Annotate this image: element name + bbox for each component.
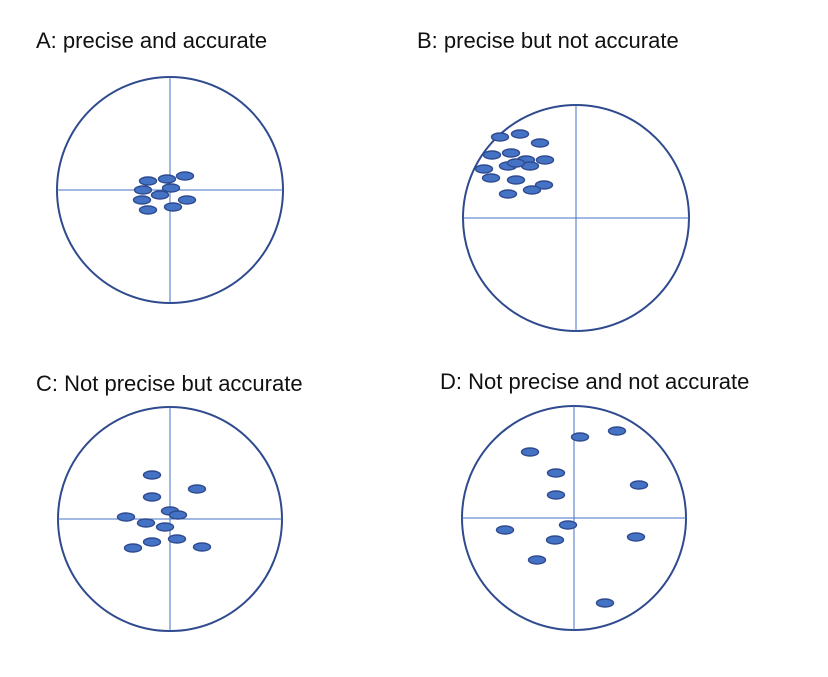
target-d-dot	[570, 432, 590, 442]
target-b-dot	[501, 148, 521, 158]
target-d-dot	[558, 520, 578, 530]
target-a-dot	[138, 176, 158, 186]
target-c-dot	[155, 522, 175, 532]
target-d-dot	[595, 598, 615, 608]
target-c-dot	[142, 470, 162, 480]
panel-b-title: B: precise but not accurate	[417, 28, 679, 53]
target-d-dot	[495, 525, 515, 535]
target-d-dot	[527, 555, 547, 565]
target-b-dot	[498, 189, 518, 199]
target-c-dot	[168, 510, 188, 520]
panel-a-title: A: precise and accurate	[36, 28, 268, 53]
target-b-dot	[510, 129, 530, 139]
target-d-dot	[545, 535, 565, 545]
target-a-dot	[133, 185, 153, 195]
target-d-dot	[626, 532, 646, 542]
target-b-dot	[530, 138, 550, 148]
target-a-dot	[161, 183, 181, 193]
target-d	[461, 405, 687, 631]
target-c-dot	[142, 537, 162, 547]
target-a-dot	[177, 195, 197, 205]
target-a	[56, 76, 284, 304]
target-d-dot	[546, 468, 566, 478]
target-b-dot	[535, 155, 555, 165]
target-d-dot	[607, 426, 627, 436]
panel-c-title: C: Not precise but accurate	[36, 371, 303, 396]
target-d-dot	[546, 490, 566, 500]
target-a-dot	[175, 171, 195, 181]
target-b	[462, 104, 690, 332]
target-c-dot	[116, 512, 136, 522]
target-b-dot	[474, 164, 494, 174]
target-c-dot	[187, 484, 207, 494]
target-a-dot	[132, 195, 152, 205]
target-d-dot	[629, 480, 649, 490]
target-b-dot	[522, 185, 542, 195]
target-a-dot	[157, 174, 177, 184]
target-d-dot	[520, 447, 540, 457]
target-c-dot	[167, 534, 187, 544]
target-c-dot	[142, 492, 162, 502]
target-b-dot	[534, 180, 554, 190]
panel-d-title: D: Not precise and not accurate	[440, 369, 750, 394]
target-a-dot	[138, 205, 158, 215]
target-c-dot	[192, 542, 212, 552]
target-c-dot	[123, 543, 143, 553]
target-c	[57, 406, 283, 632]
target-b-dot	[490, 132, 510, 142]
target-b-dot	[482, 150, 502, 160]
target-b-dot	[506, 158, 526, 168]
target-a-dot	[163, 202, 183, 212]
target-b-dot	[506, 175, 526, 185]
target-a-dot	[150, 190, 170, 200]
target-b-dot	[481, 173, 501, 183]
target-c-dot	[136, 518, 156, 528]
